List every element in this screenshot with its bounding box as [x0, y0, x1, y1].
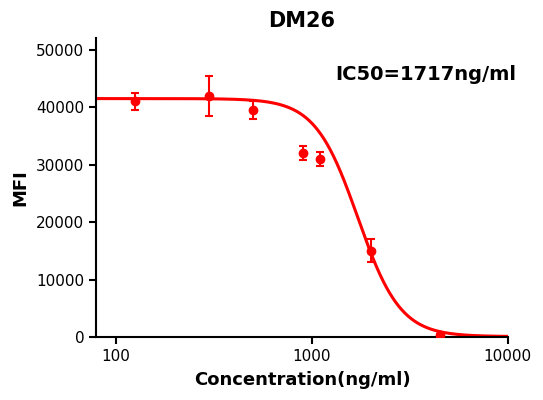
Title: DM26: DM26	[268, 11, 336, 31]
Text: IC50=1717ng/ml: IC50=1717ng/ml	[335, 64, 516, 84]
Y-axis label: MFI: MFI	[11, 169, 29, 206]
X-axis label: Concentration(ng/ml): Concentration(ng/ml)	[194, 371, 411, 389]
